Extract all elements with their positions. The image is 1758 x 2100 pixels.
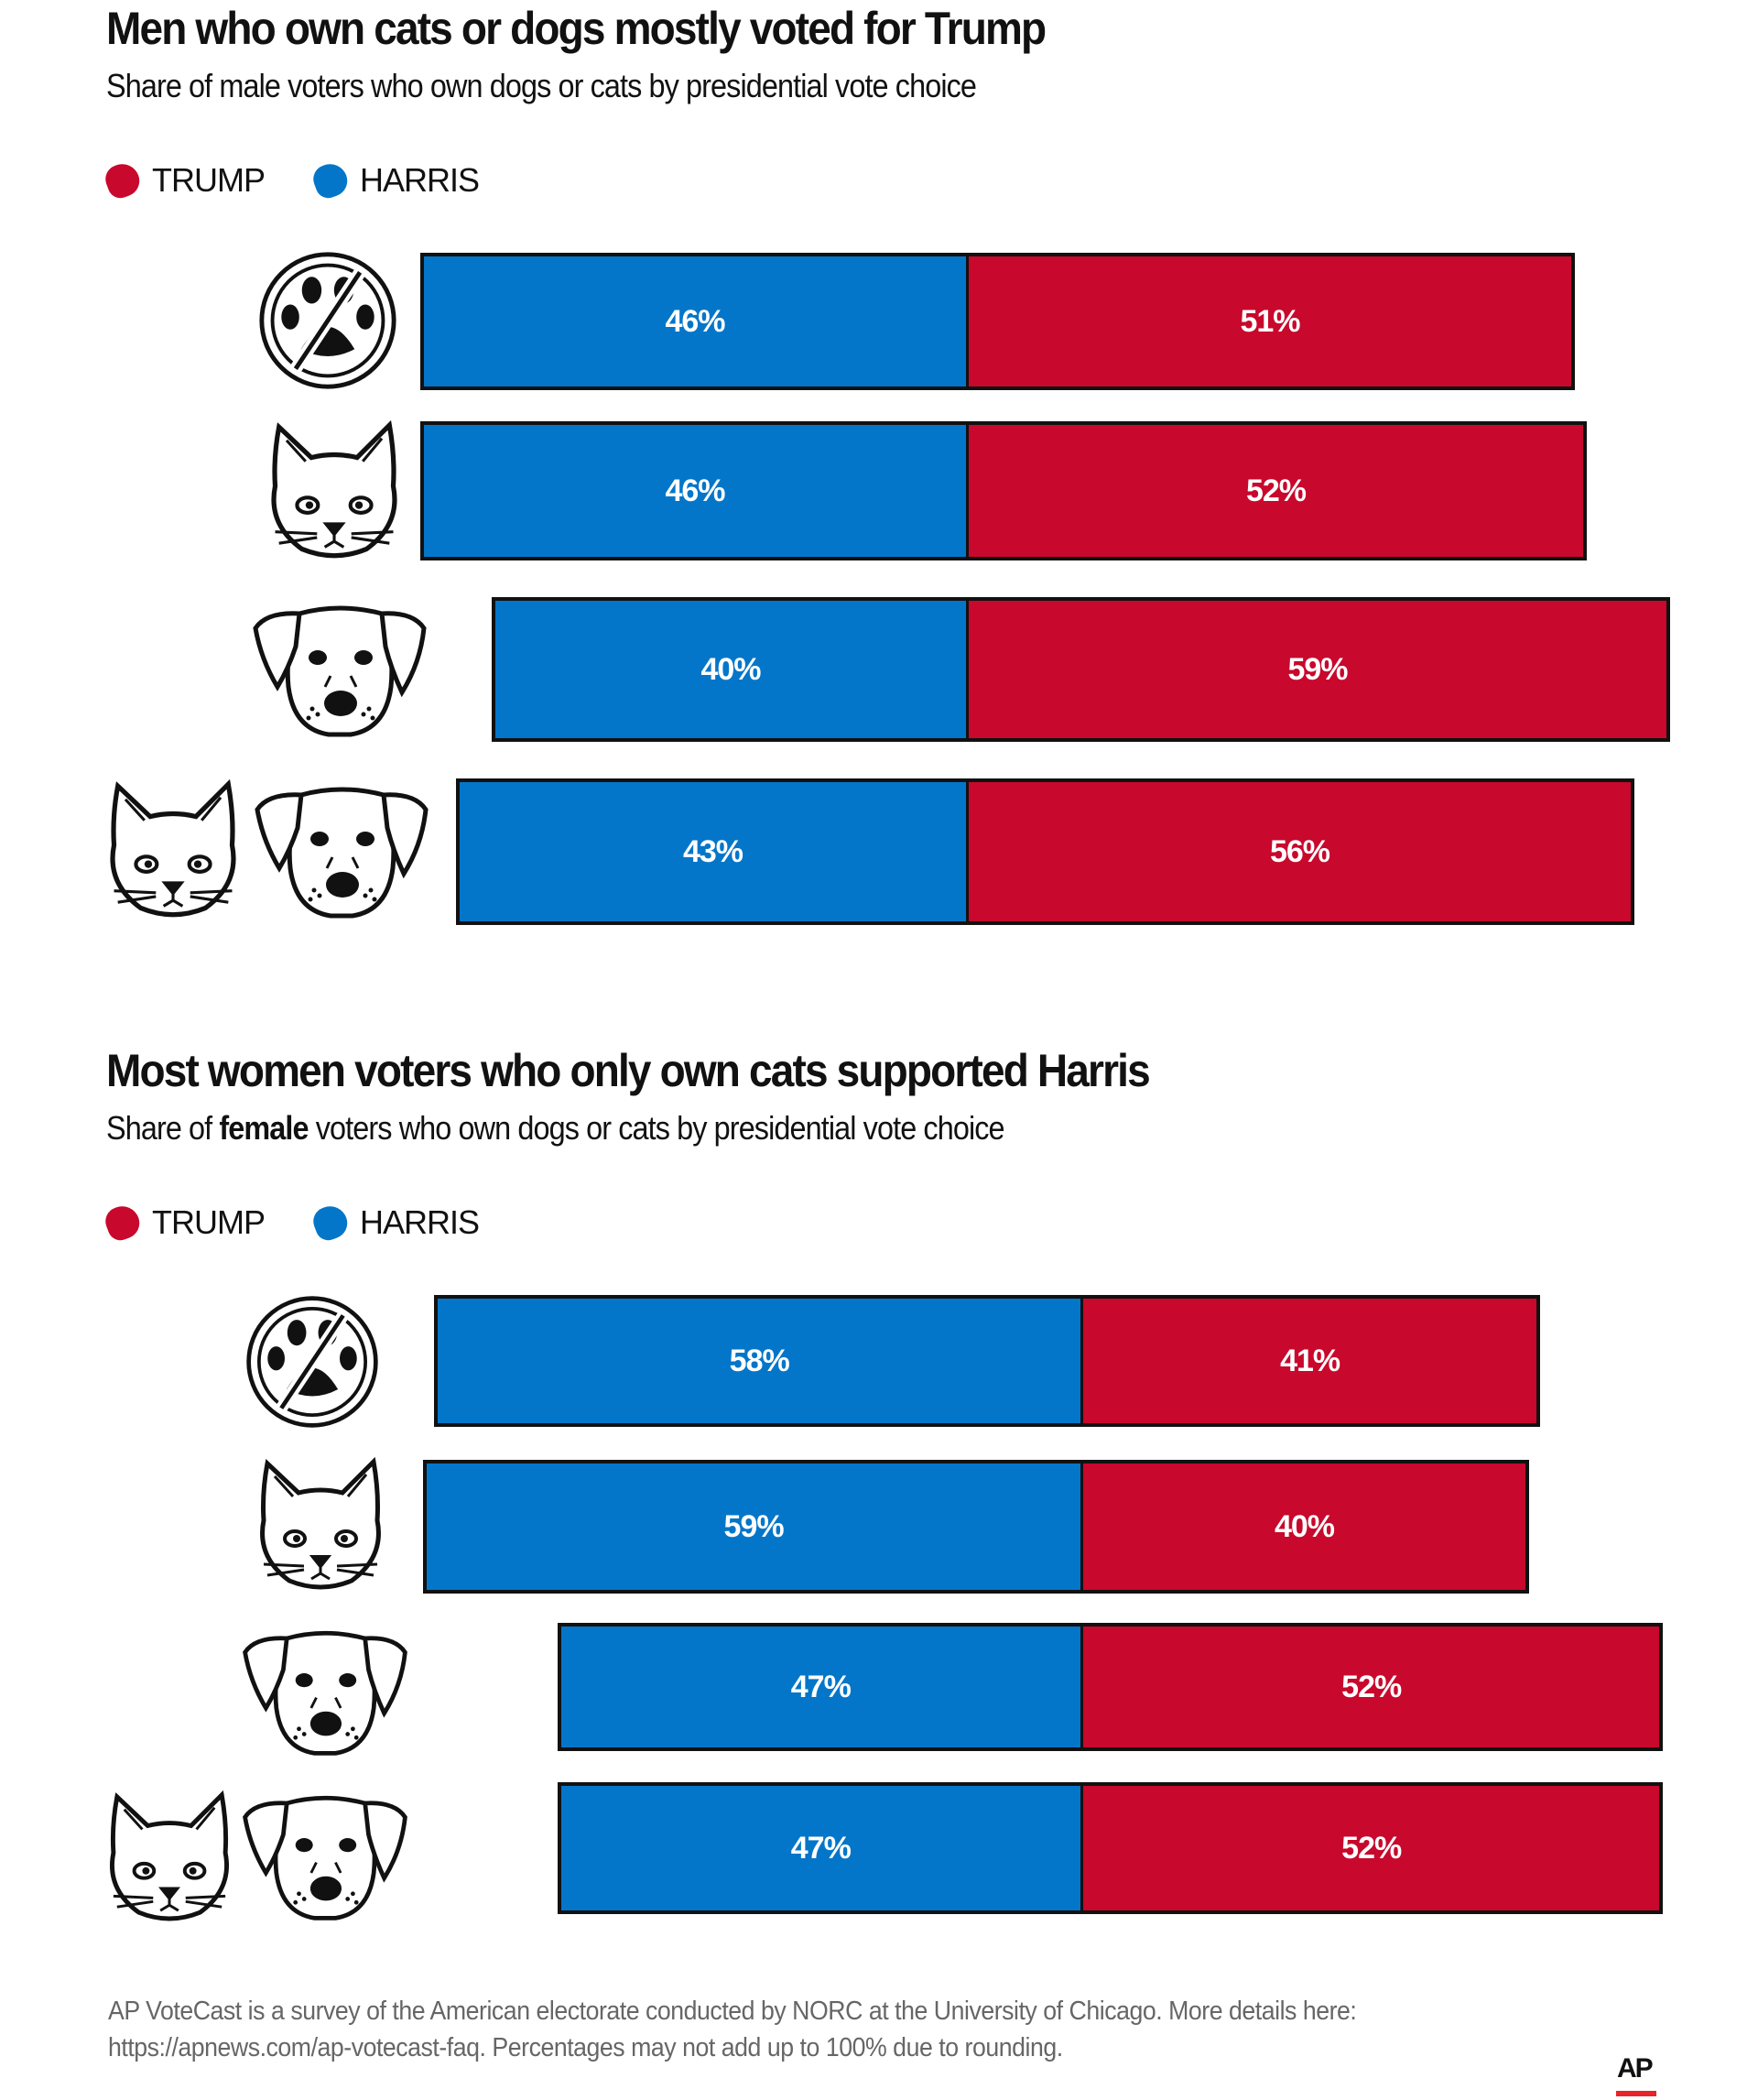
ap-logo: AP <box>1617 2053 1654 2084</box>
harris-bar: 43% <box>456 778 968 925</box>
data-label: 40% <box>700 651 761 687</box>
harris-bar: 58% <box>434 1295 1082 1427</box>
trump-bar: 52% <box>968 421 1587 560</box>
legend-men: TRUMP HARRIS <box>101 158 515 202</box>
legend-label: TRUMP <box>152 1203 266 1241</box>
harris-bar: 47% <box>557 1782 1082 1914</box>
trump-swatch-icon <box>101 1201 145 1245</box>
chart-title-women: Most women voters who only own cats supp… <box>106 1045 1151 1096</box>
legend-label: HARRIS <box>360 161 480 199</box>
trump-bar: 52% <box>1082 1782 1664 1914</box>
subtitle-part: Share of <box>106 1109 220 1147</box>
cat-icon <box>267 419 401 562</box>
ap-logo-underline <box>1616 2091 1656 2096</box>
data-label: 59% <box>1287 651 1348 687</box>
dog-icon <box>249 777 434 923</box>
data-label: 47% <box>790 1669 852 1704</box>
legend-label: HARRIS <box>360 1203 480 1241</box>
chart-title-men: Men who own cats or dogs mostly voted fo… <box>106 3 1047 54</box>
legend-label: TRUMP <box>152 161 266 199</box>
harris-bar: 46% <box>420 421 968 560</box>
footer-line: https://apnews.com/ap-votecast-faq. Perc… <box>108 2033 1063 2062</box>
harris-bar: 46% <box>420 253 968 390</box>
cat-icon <box>256 1456 385 1594</box>
harris-swatch-icon <box>309 1201 353 1245</box>
data-label: 40% <box>1274 1508 1335 1544</box>
trump-bar: 51% <box>968 253 1575 390</box>
data-label: 43% <box>682 833 743 869</box>
data-label: 41% <box>1280 1343 1340 1378</box>
data-label: 52% <box>1341 1669 1402 1704</box>
dog-icon <box>247 595 432 742</box>
legend-item-harris: HARRIS <box>309 158 480 202</box>
dog-icon <box>238 1786 412 1925</box>
no-pets-icon <box>256 249 399 392</box>
legend-item-harris: HARRIS <box>309 1201 480 1245</box>
no-pets-icon <box>244 1293 381 1431</box>
trump-bar: 52% <box>1082 1623 1664 1751</box>
data-label: 47% <box>790 1830 852 1866</box>
footer-line: AP VoteCast is a survey of the American … <box>108 1997 1357 2026</box>
cat-icon <box>106 778 240 921</box>
data-label: 46% <box>665 473 725 508</box>
subtitle-emphasis: female <box>219 1109 309 1147</box>
data-label: 51% <box>1240 303 1300 339</box>
data-label: 52% <box>1341 1830 1402 1866</box>
chart-subtitle-men: Share of male voters who own dogs or cat… <box>106 67 977 104</box>
chart-subtitle-women: Share of female voters who own dogs or c… <box>106 1109 1005 1148</box>
trump-swatch-icon <box>101 158 145 202</box>
legend-women: TRUMP HARRIS <box>101 1201 515 1245</box>
data-label: 52% <box>1245 473 1307 508</box>
harris-bar: 47% <box>557 1623 1082 1751</box>
data-label: 56% <box>1269 833 1330 869</box>
trump-bar: 40% <box>1082 1460 1529 1594</box>
harris-swatch-icon <box>309 158 353 202</box>
data-label: 46% <box>665 303 725 339</box>
dog-icon <box>238 1621 412 1760</box>
legend-item-trump: TRUMP <box>101 158 266 202</box>
footer-note: AP VoteCast is a survey of the American … <box>108 1993 1357 2066</box>
harris-bar: 40% <box>492 597 968 742</box>
subtitle-part: voters who own dogs or cats by president… <box>308 1109 1005 1147</box>
trump-bar: 59% <box>968 597 1670 742</box>
harris-bar: 59% <box>423 1460 1082 1594</box>
data-label: 58% <box>729 1343 790 1378</box>
data-label: 59% <box>723 1508 785 1544</box>
trump-bar: 56% <box>968 778 1634 925</box>
trump-bar: 41% <box>1082 1295 1541 1427</box>
cat-icon <box>106 1790 233 1925</box>
legend-item-trump: TRUMP <box>101 1201 266 1245</box>
